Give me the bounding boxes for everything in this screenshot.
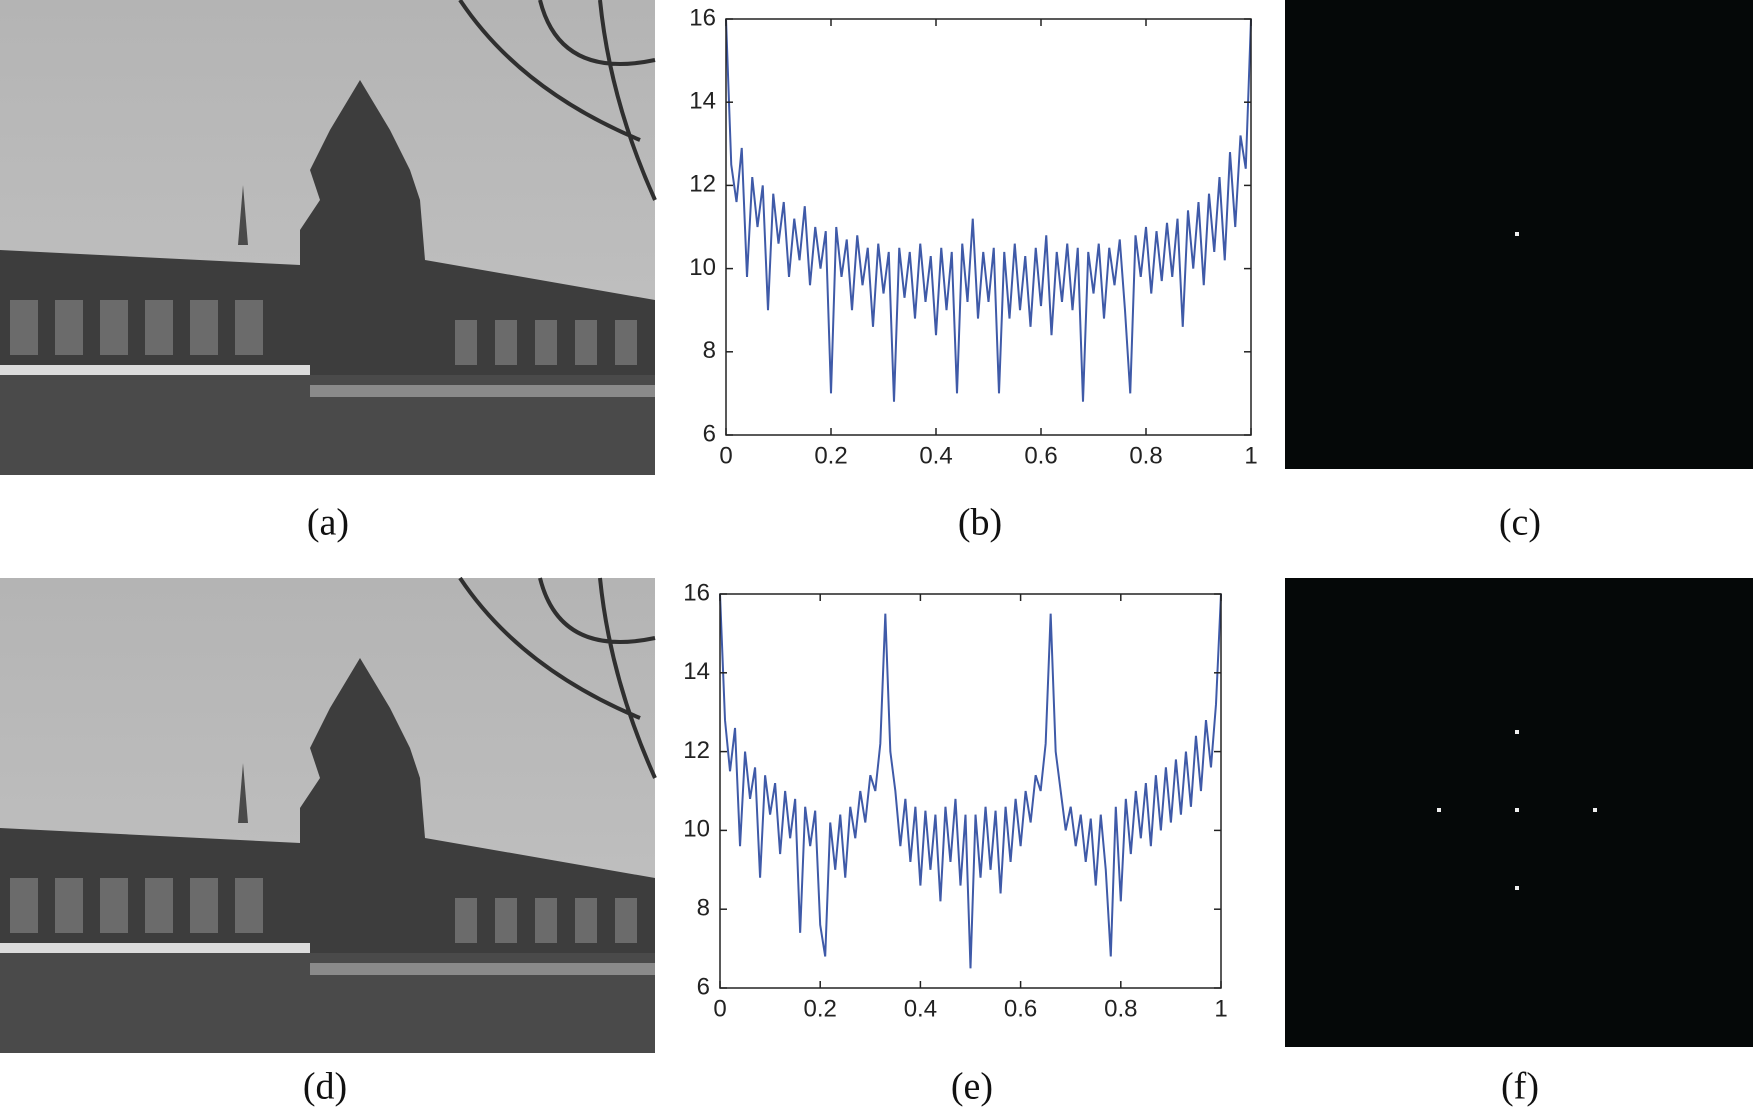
x-tick-label: 0.2: [804, 995, 837, 1022]
y-tick-label: 6: [703, 420, 716, 447]
x-tick-label: 0.8: [1104, 995, 1137, 1022]
x-tick-label: 0.6: [1024, 442, 1057, 469]
y-tick-label: 8: [703, 337, 716, 364]
x-tick-label: 0.2: [814, 442, 847, 469]
panel-label: (c): [1499, 502, 1541, 544]
line: [725, 18, 1252, 402]
photo: [0, 576, 657, 1055]
y-tick-label: 16: [683, 579, 710, 606]
x-tick-label: 0: [719, 442, 732, 469]
x-tick-label: 1: [1244, 442, 1257, 469]
spectrum-image: [1285, 578, 1753, 1047]
y-tick-label: 8: [697, 895, 710, 922]
panel-label: (a): [307, 502, 349, 544]
panel-label: (e): [951, 1066, 993, 1108]
axes-box: [725, 18, 1252, 436]
y-tick-label: 12: [689, 171, 716, 198]
photo: [0, 0, 657, 477]
y-tick-label: 14: [683, 658, 710, 685]
x-tick-label: 1: [1214, 995, 1227, 1022]
x-tick-label: 0.4: [904, 995, 937, 1022]
axes-box: [719, 593, 1222, 989]
y-tick-label: 10: [683, 816, 710, 843]
y-tick-label: 10: [689, 254, 716, 281]
panel-label: (b): [958, 502, 1002, 544]
panel-label: (d): [303, 1066, 347, 1108]
y-tick-label: 16: [689, 4, 716, 31]
x-tick-label: 0.8: [1129, 442, 1162, 469]
y-tick-label: 14: [689, 88, 716, 115]
x-tick-label: 0: [713, 995, 726, 1022]
x-tick-label: 0.4: [919, 442, 952, 469]
y-tick-label: 12: [683, 737, 710, 764]
panel-label: (f): [1501, 1066, 1539, 1108]
x-tick-label: 0.6: [1004, 995, 1037, 1022]
y-tick-label: 6: [697, 973, 710, 1000]
spectrum-image: [1285, 0, 1753, 469]
line: [719, 593, 1222, 969]
